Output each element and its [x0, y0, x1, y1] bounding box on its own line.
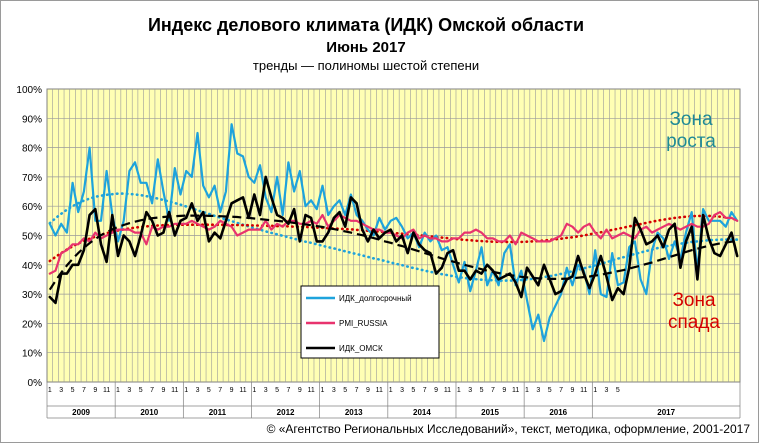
x-month-tick-label: 7 — [82, 387, 86, 394]
x-month-tick-label: 9 — [298, 387, 302, 394]
x-month-tick-label: 1 — [184, 387, 188, 394]
x-month-tick-label: 3 — [400, 387, 404, 394]
x-month-tick-label: 7 — [491, 387, 495, 394]
x-month-tick-label: 9 — [93, 387, 97, 394]
series-layer — [48, 123, 739, 343]
chart-note: тренды — полиномы шестой степени — [252, 58, 480, 73]
x-month-tick-label: 5 — [275, 387, 279, 394]
x-year-label: 2009 — [72, 408, 90, 417]
x-month-tick-label: 5 — [411, 387, 415, 394]
y-tick-label: 50% — [22, 232, 42, 243]
x-month-tick-label: 11 — [239, 387, 246, 394]
x-month-tick-label: 3 — [59, 387, 63, 394]
x-month-tick-label: 3 — [536, 387, 540, 394]
y-tick-label: 0% — [28, 378, 43, 389]
x-month-tick-label: 1 — [321, 387, 325, 394]
decline-zone-line1: Зона — [672, 290, 716, 311]
legend-label-idk-longterm: ИДК_долгосрочный — [339, 294, 412, 303]
y-tick-label: 70% — [22, 173, 42, 184]
x-month-tick-label: 9 — [502, 387, 506, 394]
x-month-tick-label: 5 — [548, 387, 552, 394]
y-tick-label: 80% — [22, 144, 42, 155]
x-month-tick-label: 5 — [616, 387, 620, 394]
legend-label-pmi: PMI_RUSSIA — [339, 319, 388, 328]
x-year-label: 2010 — [140, 408, 158, 417]
x-month-tick-label: 9 — [230, 387, 234, 394]
y-tick-label: 20% — [22, 319, 42, 330]
x-month-tick-label: 5 — [139, 387, 143, 394]
chart-subtitle: Июнь 2017 — [326, 39, 406, 56]
x-year-label: 2016 — [549, 408, 567, 417]
y-tick-label: 90% — [22, 114, 42, 125]
x-month-tick-label: 11 — [307, 387, 314, 394]
y-tick-label: 40% — [22, 261, 42, 272]
x-month-tick-label: 7 — [150, 387, 154, 394]
x-year-label: 2013 — [345, 408, 363, 417]
legend: ИДК_долгосрочный PMI_RUSSIA ИДК_ОМСК — [300, 285, 440, 359]
series-line-0 — [48, 123, 739, 343]
x-month-tick-label: 11 — [444, 387, 451, 394]
x-month-tick-label: 11 — [512, 387, 519, 394]
x-month-tick-label: 3 — [468, 387, 472, 394]
x-month-tick-label: 5 — [480, 387, 484, 394]
x-month-tick-label: 9 — [434, 387, 438, 394]
x-month-tick-label: 11 — [580, 387, 587, 394]
x-month-tick-label: 3 — [196, 387, 200, 394]
x-month-tick-label: 3 — [605, 387, 609, 394]
y-tick-label: 60% — [22, 202, 42, 213]
x-month-tick-label: 7 — [559, 387, 563, 394]
x-month-tick-label: 3 — [332, 387, 336, 394]
decline-zone-line2: спада — [667, 312, 720, 333]
series-line-3 — [48, 192, 739, 282]
x-month-tick-label: 1 — [252, 387, 256, 394]
x-month-tick-label: 9 — [161, 387, 165, 394]
x-month-tick-label: 7 — [286, 387, 290, 394]
x-month-tick-label: 11 — [376, 387, 383, 394]
x-month-tick-label: 11 — [103, 387, 110, 394]
x-month-tick-label: 1 — [116, 387, 120, 394]
x-year-label: 2017 — [657, 408, 675, 417]
decline-zone-label: Зона спада — [652, 290, 736, 334]
x-year-label: 2014 — [413, 408, 431, 417]
x-month-tick-label: 1 — [525, 387, 529, 394]
y-tick-label: 10% — [22, 349, 42, 360]
x-month-tick-label: 1 — [389, 387, 393, 394]
x-month-tick-label: 3 — [127, 387, 131, 394]
x-month-tick-label: 7 — [218, 387, 222, 394]
x-month-tick-label: 9 — [366, 387, 370, 394]
y-tick-label: 100% — [16, 85, 42, 96]
x-month-tick-label: 1 — [457, 387, 461, 394]
legend-label-idk-omsk: ИДК_ОМСК — [339, 344, 383, 353]
chart-title: Индекс делового климата (ИДК) Омской обл… — [147, 15, 585, 35]
x-month-tick-label: 7 — [355, 387, 359, 394]
growth-zone-label: Зона роста — [649, 109, 733, 153]
x-month-tick-label: 11 — [171, 387, 178, 394]
growth-zone-line1: Зона — [669, 109, 713, 130]
x-month-tick-label: 9 — [570, 387, 574, 394]
series-line-5 — [48, 214, 738, 291]
series-line-2 — [48, 175, 739, 305]
x-month-tick-label: 5 — [207, 387, 211, 394]
x-month-tick-label: 3 — [264, 387, 268, 394]
x-month-tick-label: 5 — [71, 387, 75, 394]
x-month-tick-label: 5 — [343, 387, 347, 394]
x-month-tick-label: 7 — [423, 387, 427, 394]
x-year-label: 2015 — [481, 408, 499, 417]
y-axis-ticks: 0% 10% 20% 30% 40% 50% 60% 70% 80% 90% 100% — [16, 85, 42, 389]
growth-zone-line2: роста — [666, 131, 716, 152]
x-month-tick-label: 1 — [593, 387, 597, 394]
copyright: © «Агентство Региональных Исследований»,… — [266, 422, 750, 436]
x-year-label: 2011 — [209, 408, 227, 417]
x-year-label: 2012 — [277, 408, 295, 417]
y-tick-label: 30% — [22, 290, 42, 301]
x-month-tick-label: 1 — [48, 387, 52, 394]
